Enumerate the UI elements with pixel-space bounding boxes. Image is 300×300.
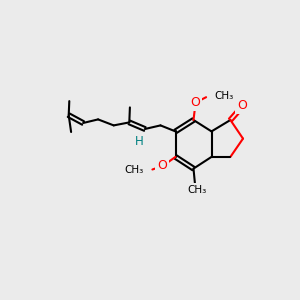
Text: CH₃: CH₃ bbox=[125, 165, 144, 176]
Text: CH₃: CH₃ bbox=[187, 184, 206, 195]
Text: O: O bbox=[190, 96, 200, 109]
Text: O: O bbox=[158, 159, 167, 172]
Text: CH₃: CH₃ bbox=[214, 91, 234, 101]
Text: H: H bbox=[134, 135, 143, 148]
Text: O: O bbox=[237, 99, 247, 112]
